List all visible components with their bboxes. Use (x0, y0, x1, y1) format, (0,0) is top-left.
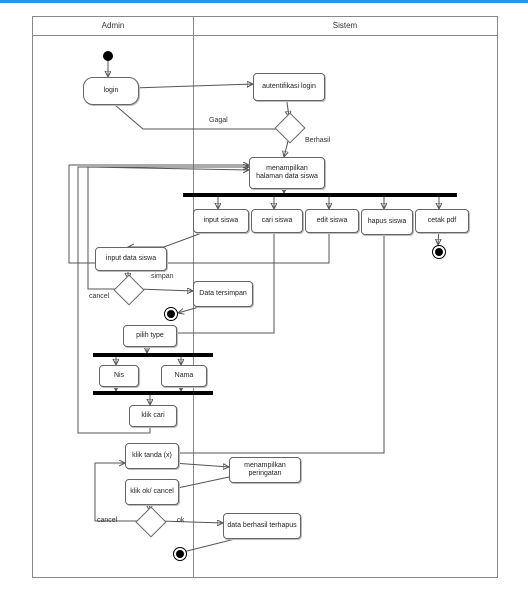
edge-28 (173, 477, 229, 489)
label-cancel1: cancel (89, 293, 109, 300)
node-klik_ok: klik ok/ cancel (125, 479, 179, 505)
label-simpan: simpan (151, 273, 174, 280)
lane-admin-header: Admin (33, 17, 193, 35)
node-klik_cari: klik cari (129, 405, 177, 427)
activity-diagram-frame: Admin Sistem login autentifikasi login men… (32, 16, 498, 578)
top-border (0, 0, 528, 3)
node-hapus_siswa: hapus siswa (361, 209, 413, 235)
edge-14 (138, 289, 193, 291)
node-input_siswa: input siswa (193, 209, 249, 233)
node-cari_siswa: cari siswa (251, 209, 303, 233)
initial-node (103, 51, 113, 61)
node-data_tersimpan: Data tersimpan (193, 281, 253, 307)
node-final_hapus (173, 547, 187, 561)
node-nama: Nama (161, 365, 207, 387)
node-decision_simpan (113, 274, 144, 305)
node-fork_main (183, 193, 457, 197)
edge-30 (160, 521, 223, 523)
node-input_data: input data siswa (95, 247, 167, 271)
node-menampilkan: menampilkan halaman data siswa (249, 157, 325, 189)
edge-26 (173, 229, 384, 453)
node-cetak_pdf: cetak pdf (415, 209, 469, 233)
label-gagal: Gagal (209, 117, 228, 124)
node-decision_ok (135, 506, 166, 537)
node-peringatan: menampilkan peringatan (229, 457, 301, 483)
node-login: login (83, 77, 139, 105)
label-berhasil: Berhasil (305, 137, 330, 144)
edge-27 (173, 463, 229, 467)
swimlane-header: Admin Sistem (33, 17, 497, 36)
label-cancel2: cancel (97, 517, 117, 524)
node-final_simpan (164, 307, 178, 321)
node-pilih_type: pilih type (123, 325, 177, 347)
node-auth: autentifikasi login (253, 73, 325, 101)
node-nis: Nis (99, 365, 139, 387)
node-klik_tanda: klik tanda (x) (125, 443, 179, 469)
node-fork_type (93, 353, 213, 357)
node-join_type (93, 391, 213, 395)
node-edit_siswa: edit siswa (305, 209, 359, 233)
label-ok: ok (177, 517, 184, 524)
lane-sistem-header: Sistem (193, 17, 497, 35)
node-data_hapus: data berhasil terhapus (223, 513, 301, 539)
node-final_cetak (432, 245, 446, 259)
node-decision_auth (274, 112, 305, 143)
